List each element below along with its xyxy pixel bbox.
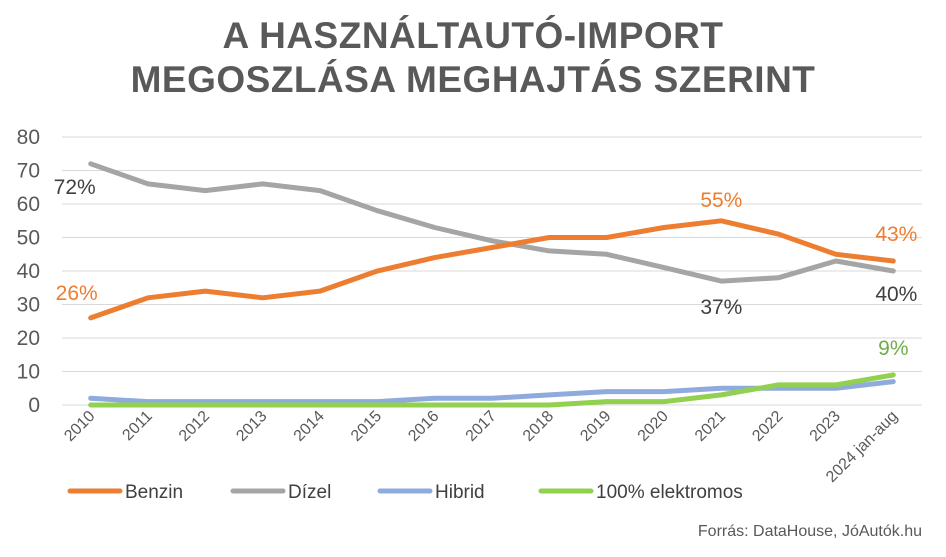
chart-title-line-1: A HASZNÁLTAUTÓ-IMPORT	[222, 15, 724, 56]
legend-label: Hibrid	[435, 482, 485, 503]
data-label: 72%	[54, 176, 96, 199]
x-tick-label: 2022	[749, 408, 786, 445]
legend-label: Dízel	[288, 482, 331, 503]
y-tick-label: 70	[17, 160, 40, 183]
x-tick-label: 2011	[119, 408, 155, 444]
x-tick-label: 2013	[233, 408, 270, 445]
y-tick-label: 10	[17, 361, 40, 384]
y-tick-label: 80	[17, 126, 40, 149]
data-label: 43%	[875, 223, 917, 246]
y-tick-label: 60	[17, 193, 40, 216]
x-tick-label: 2021	[692, 408, 729, 445]
series-line-3	[88, 372, 896, 408]
chart-title: A HASZNÁLTAUTÓ-IMPORT MEGOSZLÁSA MEGHAJT…	[0, 14, 946, 102]
x-tick-label: 2014	[291, 408, 328, 445]
y-tick-label: 50	[17, 227, 40, 250]
y-tick-label: 30	[17, 294, 40, 317]
y-tick-label: 40	[17, 260, 40, 283]
y-tick-label: 20	[17, 327, 40, 350]
data-label: 37%	[700, 296, 742, 319]
x-tick-label: 2010	[61, 408, 98, 445]
x-tick-label: 2016	[405, 408, 442, 445]
series-line-0	[88, 218, 896, 321]
chart-title-line-2: MEGOSZLÁSA MEGHAJTÁS SZERINT	[130, 59, 816, 100]
x-tick-label: 2019	[577, 408, 614, 445]
x-tick-label: 2023	[807, 408, 844, 445]
series-line-1	[88, 161, 896, 284]
source-note: Forrás: DataHouse, JóAutók.hu	[697, 523, 922, 540]
data-label: 55%	[700, 189, 742, 212]
data-label: 40%	[875, 283, 917, 306]
legend-label: 100% elektromos	[596, 482, 743, 503]
data-label: 9%	[878, 337, 908, 360]
data-label: 26%	[56, 282, 98, 305]
y-tick-label: 0	[28, 394, 40, 417]
x-tick-label: 2017	[463, 408, 500, 445]
x-tick-label: 2012	[176, 408, 213, 445]
legend-label: Benzin	[125, 482, 183, 503]
x-tick-label: 2018	[520, 408, 557, 445]
x-tick-label: 2015	[348, 408, 385, 445]
x-tick-label: 2020	[635, 408, 672, 445]
